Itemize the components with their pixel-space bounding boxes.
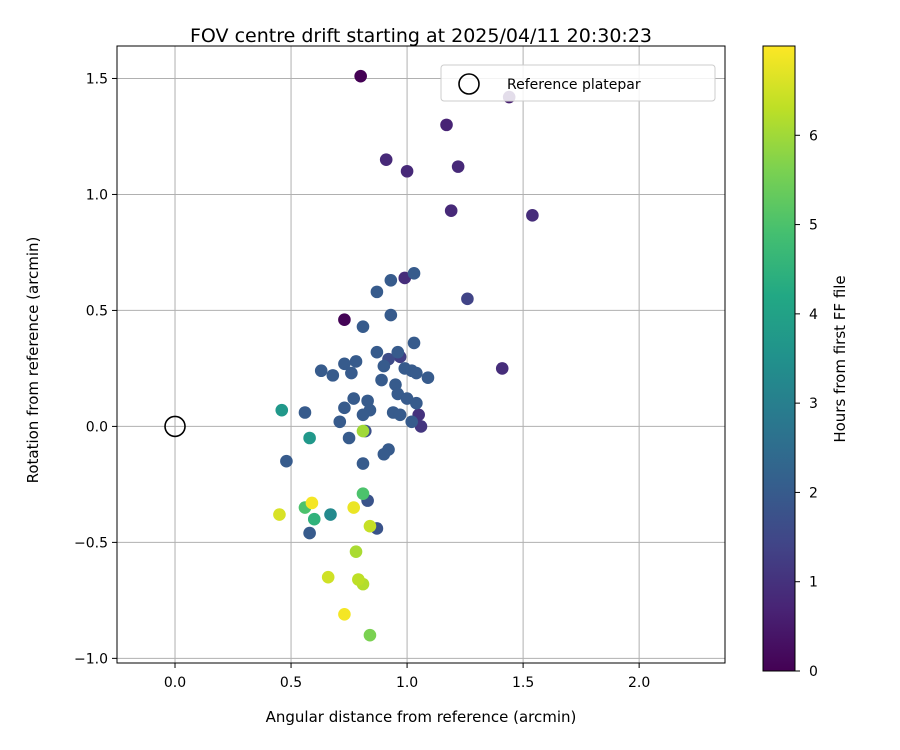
y-tick-label: −0.5 — [74, 535, 108, 551]
y-axis-label: Rotation from reference (arcmin) — [24, 237, 42, 484]
data-point — [356, 424, 370, 438]
y-tick-label: 1.0 — [86, 187, 108, 203]
x-tick-label: 0.0 — [164, 675, 186, 691]
data-point — [370, 345, 384, 359]
data-point — [354, 69, 367, 83]
data-point — [405, 415, 419, 429]
data-point — [440, 118, 453, 132]
data-point — [356, 320, 370, 333]
reference-platepar-marker — [164, 415, 186, 438]
data-point — [303, 431, 316, 445]
y-tick-label: −1.0 — [74, 651, 108, 667]
data-point — [338, 357, 351, 371]
colorbar-tick-label: 3 — [809, 396, 818, 412]
data-point — [461, 292, 474, 306]
data-point — [356, 457, 370, 470]
data-point — [410, 366, 423, 380]
data-point — [338, 313, 351, 327]
data-point — [363, 628, 377, 642]
x-axis-ticks: 0.0 0.5 1.0 1.5 2.0 — [164, 663, 650, 691]
data-point — [400, 164, 414, 178]
data-point — [275, 403, 289, 417]
y-tick-label: 0.5 — [86, 303, 108, 319]
data-point — [495, 362, 509, 375]
data-point — [384, 308, 398, 322]
data-point — [410, 396, 423, 410]
data-point — [324, 508, 337, 521]
plot-frame — [116, 45, 726, 664]
data-point — [345, 366, 358, 380]
data-point — [333, 415, 347, 429]
data-point — [391, 345, 405, 359]
colorbar-label: Hours from first FF file — [831, 275, 849, 442]
data-point — [400, 392, 414, 405]
data-point — [398, 271, 412, 285]
data-point — [347, 501, 361, 514]
colorbar — [762, 45, 796, 672]
data-point — [444, 204, 458, 217]
colorbar-tick-label: 2 — [809, 485, 818, 501]
data-point — [377, 359, 391, 373]
data-point — [375, 373, 388, 387]
data-point — [321, 570, 335, 584]
colorbar-tick-label: 1 — [809, 575, 818, 591]
x-axis-label: Angular distance from reference (arcmin) — [266, 708, 577, 726]
data-point — [349, 355, 363, 368]
colorbar-tick-label: 4 — [809, 307, 818, 323]
legend: Reference platepar — [440, 64, 716, 102]
data-point — [342, 431, 356, 445]
colorbar-tick-label: 0 — [809, 664, 818, 680]
data-point — [305, 496, 319, 510]
data-point — [451, 160, 465, 173]
x-tick-label: 2.0 — [628, 675, 650, 691]
data-point — [377, 447, 391, 461]
data-point — [421, 371, 435, 384]
data-point — [326, 369, 340, 382]
data-point — [347, 392, 361, 405]
data-point — [338, 607, 351, 621]
data-points — [273, 69, 539, 642]
data-point — [407, 267, 421, 280]
data-point — [526, 209, 539, 222]
x-tick-label: 0.5 — [280, 675, 302, 691]
data-point — [407, 336, 421, 350]
data-point — [314, 364, 328, 378]
y-axis-ticks: −1.0 −0.5 0.0 0.5 1.0 1.5 — [74, 71, 117, 667]
data-point — [370, 285, 384, 299]
data-point — [414, 420, 428, 433]
data-point — [356, 408, 370, 422]
data-point — [393, 408, 407, 422]
data-point — [273, 508, 286, 521]
data-point — [384, 273, 398, 287]
data-point — [352, 573, 365, 586]
colorbar-tick-label: 6 — [809, 128, 818, 144]
data-point — [379, 153, 393, 166]
data-point — [363, 519, 377, 533]
data-point — [307, 512, 321, 526]
x-tick-label: 1.0 — [396, 675, 418, 691]
y-tick-label: 1.5 — [86, 71, 108, 87]
legend-label: Reference platepar — [507, 77, 641, 93]
data-point — [338, 401, 351, 415]
data-point — [280, 454, 293, 468]
data-point — [391, 387, 405, 401]
data-point — [349, 545, 363, 558]
legend-marker-icon — [458, 73, 480, 95]
data-point — [356, 487, 370, 500]
colorbar-ticks: 0 1 2 3 4 5 6 — [795, 128, 818, 680]
data-point — [303, 526, 316, 540]
y-tick-label: 0.0 — [86, 419, 108, 435]
x-tick-label: 1.5 — [512, 675, 534, 691]
data-point — [298, 406, 312, 419]
chart-title: FOV centre drift starting at 2025/04/11 … — [190, 25, 652, 47]
colorbar-tick-label: 5 — [809, 218, 818, 234]
legend-box — [440, 64, 716, 102]
